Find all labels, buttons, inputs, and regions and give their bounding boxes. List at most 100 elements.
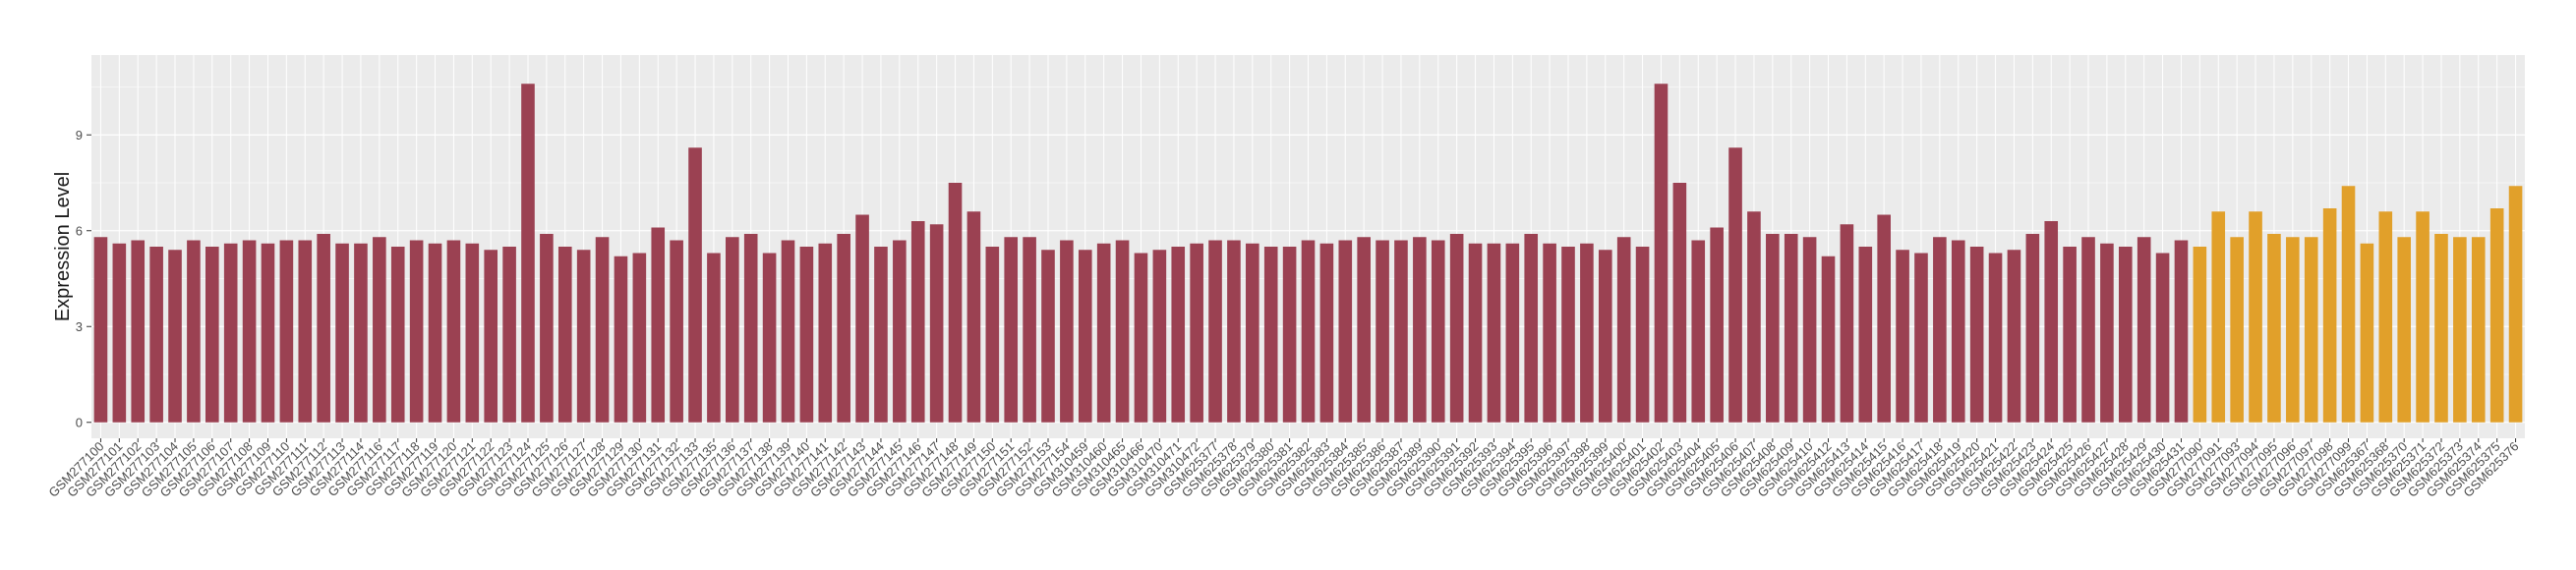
bar-GSM277123 [502,247,516,423]
y-axis: 0 3 6 9 [76,128,91,429]
bar-GSM310459 [1078,250,1092,423]
bar-GSM277096 [2286,237,2300,423]
bar-GSM625400 [1616,237,1631,423]
bar-GSM625398 [1580,243,1594,423]
bar-GSM277136 [726,237,739,423]
bar-GSM277100 [93,237,108,423]
bar-GSM277153 [1041,250,1055,423]
bar-GSM625418 [1933,237,1947,423]
bar-GSM277128 [595,237,610,423]
bar-GSM277099 [2341,186,2356,423]
bar-GSM625382 [1301,240,1316,423]
bar-GSM277114 [354,243,368,423]
bar-GSM277094 [2249,211,2262,423]
bar-GSM625425 [2063,247,2077,423]
bar-GSM277119 [428,243,442,423]
bar-GSM625431 [2174,240,2189,423]
bar-GSM277101 [112,243,127,423]
bar-GSM625399 [1598,250,1612,423]
bar-GSM625424 [2044,221,2059,423]
bar-GSM625370 [2397,237,2411,423]
bar-GSM277131 [651,227,666,423]
bar-GSM277146 [910,221,925,423]
bar-GSM277098 [2322,208,2337,423]
bar-GSM277125 [540,234,554,423]
bar-GSM625420 [1969,247,1984,423]
bar-GSM310470 [1152,250,1167,423]
bar-GSM277108 [242,240,257,423]
bar-GSM277104 [168,250,182,423]
bar-GSM277120 [446,240,461,423]
bar-GSM625396 [1543,243,1556,423]
bar-GSM277090 [2193,247,2207,423]
bar-GSM625402 [1654,84,1669,423]
bar-GSM625403 [1672,183,1687,423]
bar-GSM625427 [2100,243,2114,423]
bar-GSM277116 [373,237,386,423]
bar-GSM625405 [1710,227,1724,423]
bar-GSM625417 [1914,253,1928,423]
bar-GSM277124 [521,84,535,423]
bar-GSM625392 [1468,243,1483,423]
y-tick-label: 3 [76,319,83,334]
bar-GSM277105 [187,240,201,423]
bar-GSM625389 [1413,237,1427,423]
bar-GSM277145 [893,240,907,423]
bar-GSM625391 [1449,234,1464,423]
bar-GSM277112 [317,234,330,423]
x-axis: GSM277100GSM277101GSM277102GSM277103GSM2… [45,438,2522,500]
bar-GSM625384 [1338,240,1353,423]
bar-GSM277132 [670,240,683,423]
bar-GSM625423 [2025,234,2040,423]
bar-GSM277122 [484,250,498,423]
bar-GSM625380 [1263,247,1278,423]
bar-GSM625397 [1561,247,1575,423]
bar-GSM625383 [1319,243,1334,423]
bar-GSM625378 [1227,240,1241,423]
bar-GSM625416 [1896,250,1909,423]
bar-GSM625429 [2137,237,2151,423]
bar-GSM625374 [2471,237,2486,423]
bar-GSM277152 [1023,237,1036,423]
bar-GSM625408 [1766,234,1780,423]
bar-GSM277127 [576,250,591,423]
bar-GSM277102 [131,240,146,423]
bar-GSM277113 [335,243,349,423]
bar-GSM277137 [743,234,758,423]
bar-GSM625368 [2378,211,2393,423]
bar-GSM277117 [390,247,405,423]
bar-GSM277148 [948,183,963,423]
bars-group [93,84,2523,423]
y-tick-label: 9 [76,128,83,142]
bar-GSM625401 [1635,247,1650,423]
bar-GSM277103 [149,247,163,423]
bar-GSM277130 [632,253,647,423]
bar-GSM625410 [1802,237,1817,423]
bar-GSM625372 [2434,234,2448,423]
bar-GSM625412 [1821,256,1836,423]
bar-GSM625381 [1282,247,1297,423]
bar-GSM310471 [1171,247,1186,423]
bar-GSM277097 [2304,237,2318,423]
bar-GSM625426 [2081,237,2095,423]
bar-GSM625394 [1505,243,1520,423]
bar-GSM625430 [2155,253,2170,423]
bar-GSM625375 [2489,208,2504,423]
bar-GSM625387 [1394,240,1408,423]
bar-GSM277118 [409,240,424,423]
bar-GSM625390 [1431,240,1445,423]
bar-GSM277141 [818,243,833,423]
bar-GSM277121 [465,243,480,423]
bar-GSM625406 [1728,147,1742,423]
bar-GSM277144 [874,247,888,423]
bar-GSM277139 [781,240,795,423]
bar-GSM277111 [298,240,313,423]
bar-GSM277149 [966,211,981,423]
bar-GSM625413 [1840,224,1854,423]
y-axis-title: Expression Level [52,172,74,321]
bar-GSM625407 [1747,211,1761,423]
bar-GSM625428 [2118,247,2133,423]
bar-GSM277135 [707,253,721,423]
bar-GSM277126 [557,247,572,423]
